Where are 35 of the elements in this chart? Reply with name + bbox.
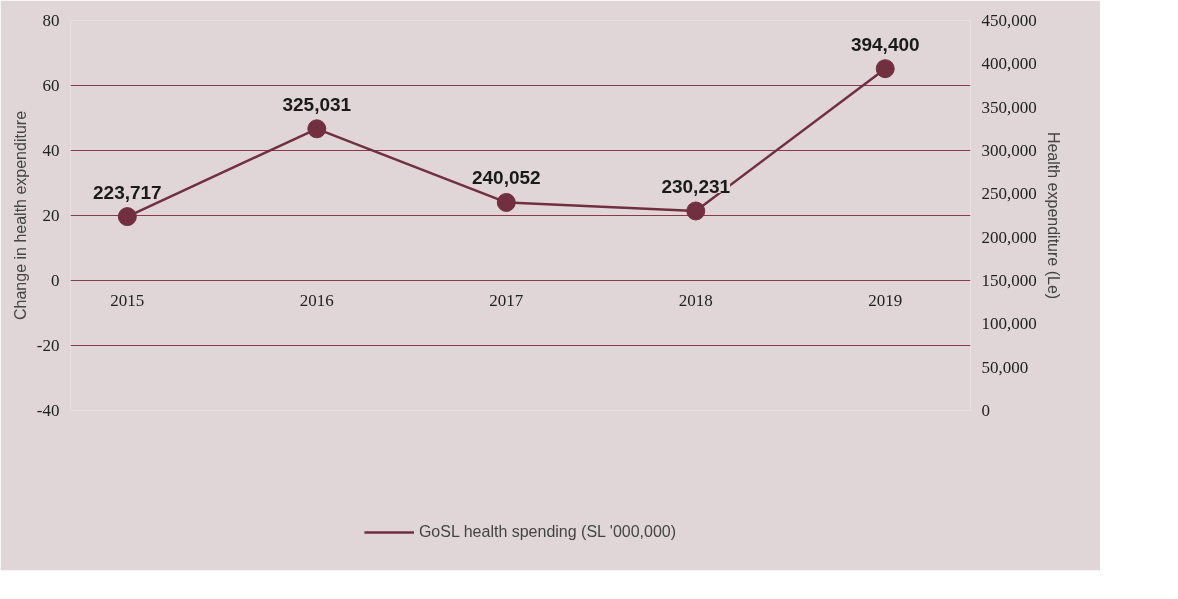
x-tick-label: 2017 [489,290,524,310]
y2-axis-title: Health expenditure (Le) [1044,131,1062,300]
y2-tick-label: 100,000 [981,314,1037,334]
y-tick-label: 60 [42,76,60,95]
y2-tick-label: 50,000 [981,357,1029,377]
y-tick-label: -40 [36,401,60,420]
x-tick-label: 2018 [678,290,713,310]
data-label: 394,400 [850,33,920,55]
point [875,59,895,79]
y2-tick-label: 250,000 [981,184,1037,204]
y2-tick-label: 450,000 [981,11,1037,30]
point [496,192,516,212]
y2-tick-label: 400,000 [981,54,1037,74]
y2-tick-label: 350,000 [981,97,1037,117]
point [117,207,137,227]
point [686,201,706,221]
y2-tick-label: 200,000 [981,227,1037,247]
data-label: 223,717 [93,181,162,203]
y-axis-title: Change in health expenditure [11,110,29,321]
y-tick-label: 0 [51,271,60,290]
y2-tick-label: 150,000 [981,271,1037,290]
x-tick-label: 2015 [110,290,145,310]
data-label: 325,031 [282,93,352,115]
x-tick-label: 2016 [299,290,334,310]
y2-tick-label: 300,000 [981,141,1037,160]
y-tick-label: 40 [42,141,60,160]
legend-label: GoSL health spending (SL '000,000) [418,523,677,541]
x-tick-label: 2019 [868,290,903,310]
y-tick-label: -20 [36,336,60,355]
point [307,119,327,139]
y2-tick-label: 0 [981,401,990,420]
data-label: 230,231 [661,175,731,197]
y-tick-label: 80 [42,11,60,30]
data-label: 240,052 [471,167,541,189]
y-tick-label: 20 [42,206,60,225]
